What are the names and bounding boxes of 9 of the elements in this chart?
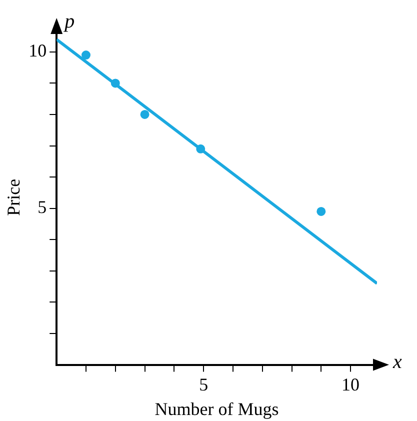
point: [110, 78, 120, 88]
annotation: p: [62, 10, 75, 32]
point: [140, 110, 150, 119]
text: x: [392, 351, 402, 374]
point: [81, 50, 90, 60]
point: [196, 144, 206, 154]
y-axis-title: Price: [4, 178, 24, 216]
x-axis-title: Number of Mugs: [154, 398, 279, 419]
point: [316, 206, 326, 216]
